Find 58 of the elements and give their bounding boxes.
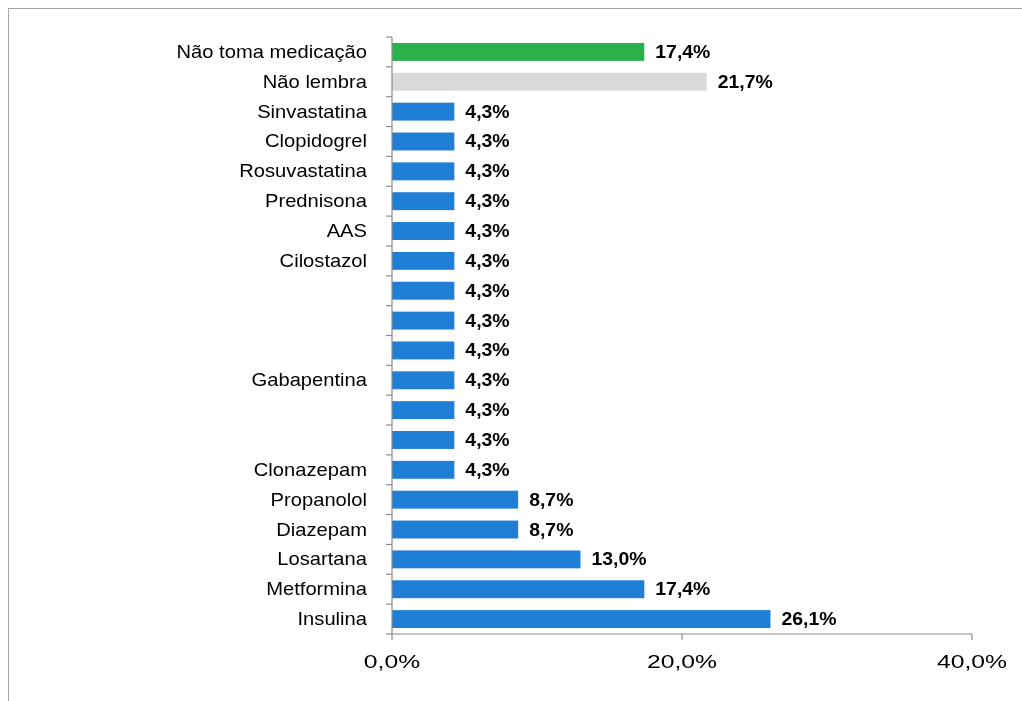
data-label: 4,3%	[465, 131, 510, 152]
bar	[392, 401, 455, 420]
bar	[392, 431, 455, 449]
x-tick-label: 40,0%	[937, 650, 1007, 673]
data-label: 4,3%	[465, 280, 510, 301]
x-tick-label: 20,0%	[647, 650, 717, 673]
bar	[392, 251, 455, 270]
y-tick-label: AAS	[326, 221, 367, 241]
bar	[392, 102, 455, 121]
data-label: 13,0%	[591, 549, 647, 570]
data-label: 4,3%	[465, 369, 510, 391]
bar	[392, 162, 455, 181]
y-tick-label: Não toma medicação	[176, 41, 367, 62]
y-tick-label: Metformina	[266, 579, 368, 599]
bar	[392, 311, 455, 330]
data-label: 21,7%	[717, 71, 774, 92]
bar	[392, 132, 455, 151]
data-label: 4,3%	[465, 340, 510, 361]
bar	[392, 371, 455, 390]
bar	[392, 192, 455, 211]
data-label: 4,3%	[465, 101, 510, 122]
y-tick-label: Prednisona	[265, 191, 368, 211]
data-label: 17,4%	[655, 578, 711, 600]
bar	[392, 550, 581, 569]
y-tick-label: Insulina	[297, 609, 368, 629]
data-label: 4,3%	[465, 310, 510, 331]
x-tick-label: 0,0%	[363, 650, 421, 673]
data-label: 17,4%	[655, 41, 711, 62]
data-label: 4,3%	[465, 250, 510, 271]
y-tick-label: Clonazepam	[253, 459, 367, 480]
bar	[392, 610, 771, 629]
data-label: 4,3%	[465, 160, 510, 182]
bar	[392, 520, 519, 539]
data-label: 4,3%	[465, 459, 510, 480]
bar	[392, 490, 519, 509]
y-tick-label: Sinvastatina	[257, 101, 368, 122]
data-label: 26,1%	[781, 608, 837, 629]
bar	[392, 341, 455, 360]
y-tick-label: Cilostazol	[279, 250, 367, 271]
bar	[392, 72, 707, 91]
data-label: 4,3%	[465, 190, 510, 212]
bar	[392, 460, 455, 479]
data-label: 4,3%	[465, 220, 510, 241]
data-label: 8,7%	[529, 489, 574, 510]
y-tick-label: Gabapentina	[251, 370, 368, 391]
y-tick-label: Rosuvastatina	[239, 161, 368, 182]
bar	[392, 42, 645, 61]
data-label: 4,3%	[465, 429, 510, 450]
data-label: 8,7%	[529, 519, 574, 540]
data-label: 4,3%	[465, 399, 510, 420]
bar	[392, 222, 455, 240]
y-tick-label: Losartana	[277, 549, 368, 570]
bar	[392, 580, 645, 599]
y-tick-label: Diazepam	[276, 519, 367, 540]
bar	[392, 281, 455, 300]
y-tick-label: Não lembra	[262, 71, 368, 92]
y-tick-label: Clopidogrel	[265, 131, 367, 152]
y-tick-label: Propanolol	[270, 489, 367, 510]
